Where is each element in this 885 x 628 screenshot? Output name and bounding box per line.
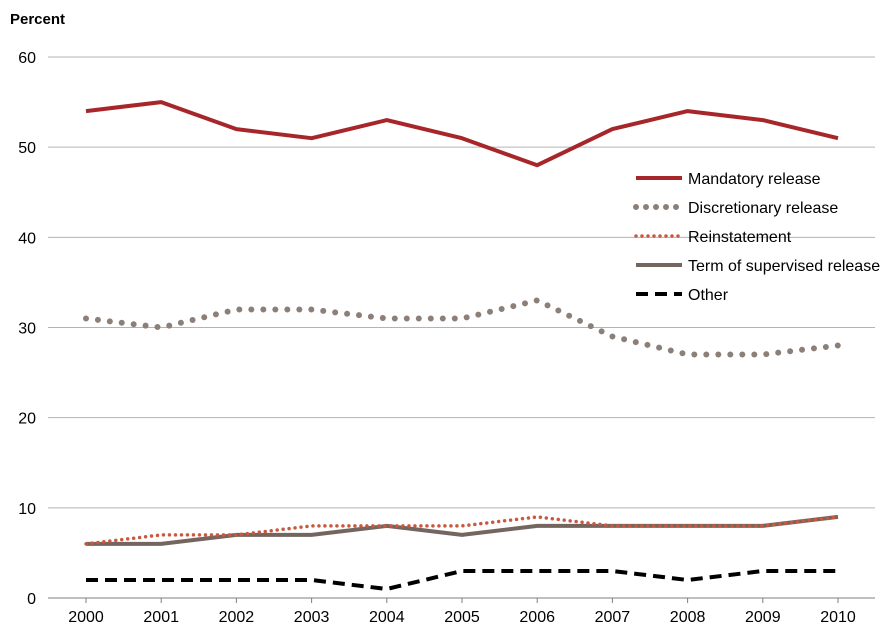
y-tick-10: 10 <box>18 501 36 518</box>
y-tick-50: 50 <box>18 140 36 157</box>
y-tick-60: 60 <box>18 50 36 67</box>
gridlines <box>48 56 875 599</box>
legend-label-reinstatement: Reinstatement <box>688 229 792 246</box>
legend-label-mandatory-release: Mandatory release <box>688 171 821 188</box>
series-line-mandatory-release <box>85 100 839 168</box>
series-line-other <box>86 569 838 592</box>
x-tick-2007: 2007 <box>595 609 631 626</box>
x-tick-2003: 2003 <box>294 609 330 626</box>
legend-label-discretionary-release: Discretionary release <box>688 200 838 217</box>
y-tick-40: 40 <box>18 230 36 247</box>
x-tick-2009: 2009 <box>745 609 781 626</box>
series-line-reinstatement <box>84 515 840 546</box>
x-tick-2004: 2004 <box>369 609 405 626</box>
y-tick-labels: 0 10 20 30 40 50 60 <box>18 50 36 608</box>
series-lines <box>83 100 841 592</box>
x-tick-2005: 2005 <box>444 609 480 626</box>
x-tick-2002: 2002 <box>219 609 255 626</box>
x-tick-2010: 2010 <box>820 609 856 626</box>
y-tick-0: 0 <box>27 591 36 608</box>
x-tick-2006: 2006 <box>519 609 555 626</box>
legend-label-other: Other <box>688 287 729 304</box>
x-tick-2008: 2008 <box>670 609 706 626</box>
y-tick-20: 20 <box>18 411 36 428</box>
legend-label-term-of-supervised-release: Term of supervised release <box>688 258 880 275</box>
series-line-term-of-supervised-release <box>86 514 839 546</box>
x-tick-labels: 2000 2001 2002 2003 2004 2005 2006 2007 2008 2009… <box>68 598 856 626</box>
y-axis-label: Percent <box>10 11 65 28</box>
legend: Mandatory release Discretionary release Re… <box>633 171 880 304</box>
y-tick-30: 30 <box>18 321 36 338</box>
x-tick-2001: 2001 <box>143 609 179 626</box>
x-tick-2000: 2000 <box>68 609 104 626</box>
